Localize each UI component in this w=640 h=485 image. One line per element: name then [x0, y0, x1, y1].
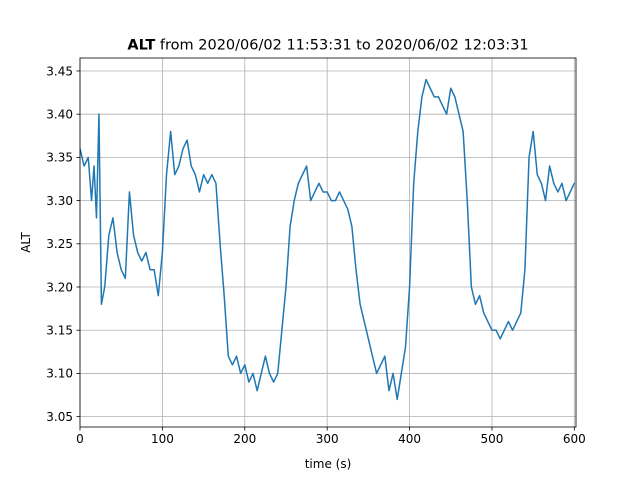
chart-title: ALT from 2020/06/02 11:53:31 to 2020/06/… [127, 38, 528, 54]
x-tick-label: 500 [481, 432, 504, 446]
plot-area [80, 78, 576, 401]
chart-title-bold: ALT [127, 38, 155, 54]
chart-title-rest: from 2020/06/02 11:53:31 to 2020/06/02 1… [155, 38, 528, 54]
x-axis-ticks: 0 100 200 300 400 500 600 [76, 427, 586, 446]
y-tick-label: 3.45 [46, 64, 73, 78]
plot-frame [79, 57, 577, 428]
series-line-0 [80, 78, 576, 401]
x-tick-label: 400 [398, 432, 421, 446]
y-tick-label: 3.15 [46, 324, 73, 338]
y-tick-label: 3.40 [46, 107, 73, 121]
x-axis-label: time (s) [305, 457, 352, 471]
x-tick-label: 200 [233, 432, 256, 446]
y-tick-label: 3.05 [46, 410, 73, 424]
y-axis-ticks: 3.05 3.10 3.15 3.20 3.25 3.30 3.35 3.40 3.45 [46, 64, 80, 424]
y-tick-label: 3.20 [46, 280, 73, 294]
y-axis-label: ALT [19, 232, 33, 253]
y-tick-label: 3.30 [46, 194, 73, 208]
y-tick-label: 3.25 [46, 237, 73, 251]
x-tick-label: 100 [151, 432, 174, 446]
x-tick-label: 600 [563, 432, 586, 446]
y-tick-label: 3.10 [46, 367, 73, 381]
x-tick-label: 300 [316, 432, 339, 446]
series-layer [80, 78, 576, 401]
x-tick-label: 0 [76, 432, 84, 446]
y-tick-label: 3.35 [46, 151, 73, 165]
